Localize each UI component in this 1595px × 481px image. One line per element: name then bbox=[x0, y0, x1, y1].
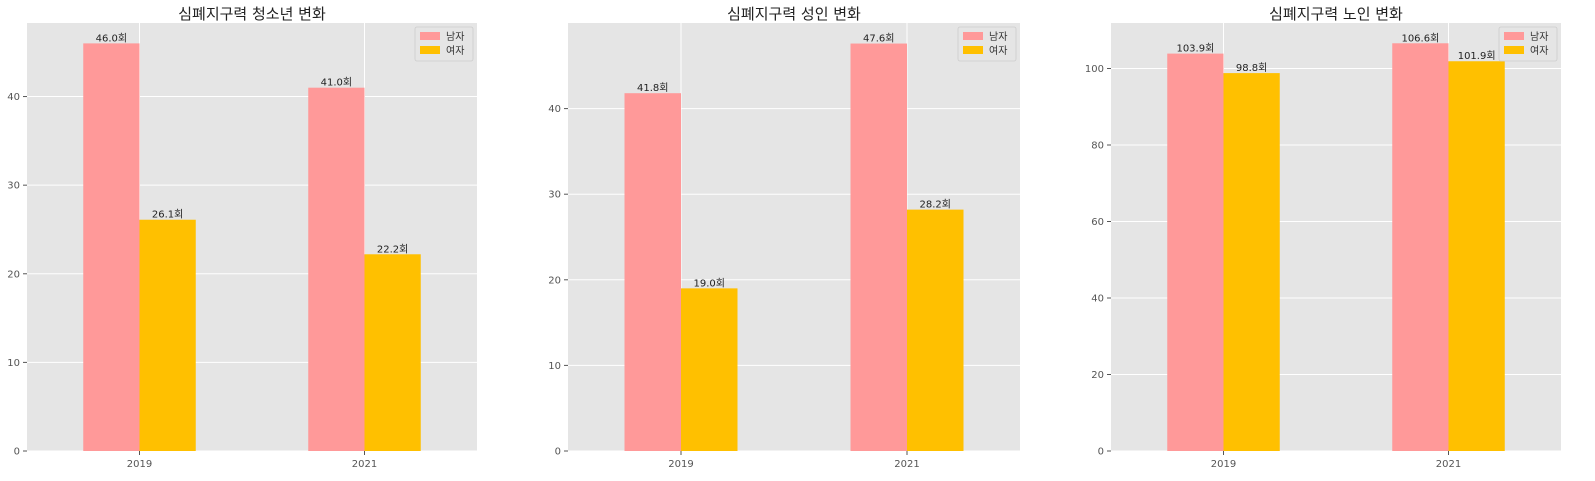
bar-남자-2019 bbox=[1167, 53, 1224, 451]
bar-남자-2021 bbox=[850, 43, 907, 451]
chart-panel-1: 0 10 20 30 40 46.0회 41.0회 26.1회 22.2회 2019 2021 심폐지… bbox=[7, 5, 477, 470]
chart-title: 심폐지구력 청소년 변화 bbox=[178, 5, 326, 23]
x-tick-label: 2019 bbox=[1211, 459, 1236, 470]
legend-swatch bbox=[1504, 32, 1524, 40]
legend-swatch bbox=[420, 46, 440, 54]
chart-panel-3: 0 20 40 60 80 100 103.9회 106.6회 98.8회 101.9회 2019 2… bbox=[1085, 5, 1561, 470]
legend-label: 남자 bbox=[446, 31, 464, 43]
y-tick-label: 20 bbox=[548, 275, 561, 286]
bar-남자-2021 bbox=[308, 87, 365, 451]
bar-남자-2021 bbox=[1392, 43, 1449, 452]
x-tick-label: 2019 bbox=[127, 459, 152, 470]
y-tick-label: 60 bbox=[1091, 217, 1104, 228]
y-tick-label: 100 bbox=[1085, 64, 1104, 75]
data-label: 28.2회 bbox=[920, 199, 951, 211]
data-label: 46.0회 bbox=[96, 32, 127, 44]
chart-title: 심폐지구력 노인 변화 bbox=[1269, 5, 1403, 23]
bar-남자-2019 bbox=[83, 43, 140, 451]
y-tick-label: 10 bbox=[548, 361, 561, 372]
data-label: 41.8회 bbox=[637, 82, 668, 94]
y-tick-label: 30 bbox=[548, 190, 561, 201]
x-tick-label: 2021 bbox=[352, 459, 377, 470]
y-tick-label: 0 bbox=[14, 447, 20, 458]
bar-여자-2019 bbox=[681, 288, 738, 451]
legend-swatch bbox=[1504, 46, 1524, 54]
data-label: 106.6회 bbox=[1401, 32, 1439, 44]
bar-여자-2019 bbox=[1223, 73, 1280, 451]
legend-swatch bbox=[963, 32, 983, 40]
x-tick-label: 2021 bbox=[1436, 459, 1461, 470]
chart-title: 심폐지구력 성인 변화 bbox=[727, 5, 861, 23]
legend-label: 남자 bbox=[1530, 31, 1548, 43]
data-label: 41.0회 bbox=[321, 77, 352, 89]
legend-label: 여자 bbox=[446, 45, 464, 57]
y-tick-label: 10 bbox=[7, 358, 20, 369]
y-tick-label: 0 bbox=[1098, 447, 1104, 458]
legend-swatch bbox=[963, 46, 983, 54]
data-label: 26.1회 bbox=[152, 209, 183, 221]
y-tick-label: 20 bbox=[7, 269, 20, 280]
data-label: 103.9회 bbox=[1176, 43, 1214, 55]
y-tick-label: 40 bbox=[1091, 294, 1104, 305]
bar-여자-2021 bbox=[1448, 61, 1505, 451]
legend-label: 남자 bbox=[989, 31, 1007, 43]
chart-panel-2: 0 10 20 30 40 41.8회 47.6회 19.0회 28.2회 2019 2021 심폐지… bbox=[548, 5, 1020, 470]
bar-여자-2021 bbox=[364, 254, 421, 451]
data-label: 22.2회 bbox=[377, 243, 408, 255]
data-label: 101.9회 bbox=[1458, 50, 1496, 62]
data-label: 19.0회 bbox=[694, 277, 725, 289]
y-tick-label: 0 bbox=[555, 447, 561, 458]
y-tick-label: 30 bbox=[7, 181, 20, 192]
y-tick-label: 80 bbox=[1091, 141, 1104, 152]
data-label: 47.6회 bbox=[863, 33, 894, 45]
legend-label: 여자 bbox=[989, 45, 1007, 57]
legend-swatch bbox=[420, 32, 440, 40]
y-tick-label: 40 bbox=[7, 92, 20, 103]
bar-남자-2019 bbox=[624, 93, 681, 451]
legend-label: 여자 bbox=[1530, 45, 1548, 57]
data-label: 98.8회 bbox=[1236, 62, 1267, 74]
bar-여자-2019 bbox=[139, 219, 196, 451]
y-tick-label: 40 bbox=[548, 104, 561, 115]
y-tick-label: 20 bbox=[1091, 370, 1104, 381]
x-tick-label: 2021 bbox=[894, 459, 919, 470]
x-tick-label: 2019 bbox=[668, 459, 693, 470]
bar-여자-2021 bbox=[907, 209, 964, 451]
